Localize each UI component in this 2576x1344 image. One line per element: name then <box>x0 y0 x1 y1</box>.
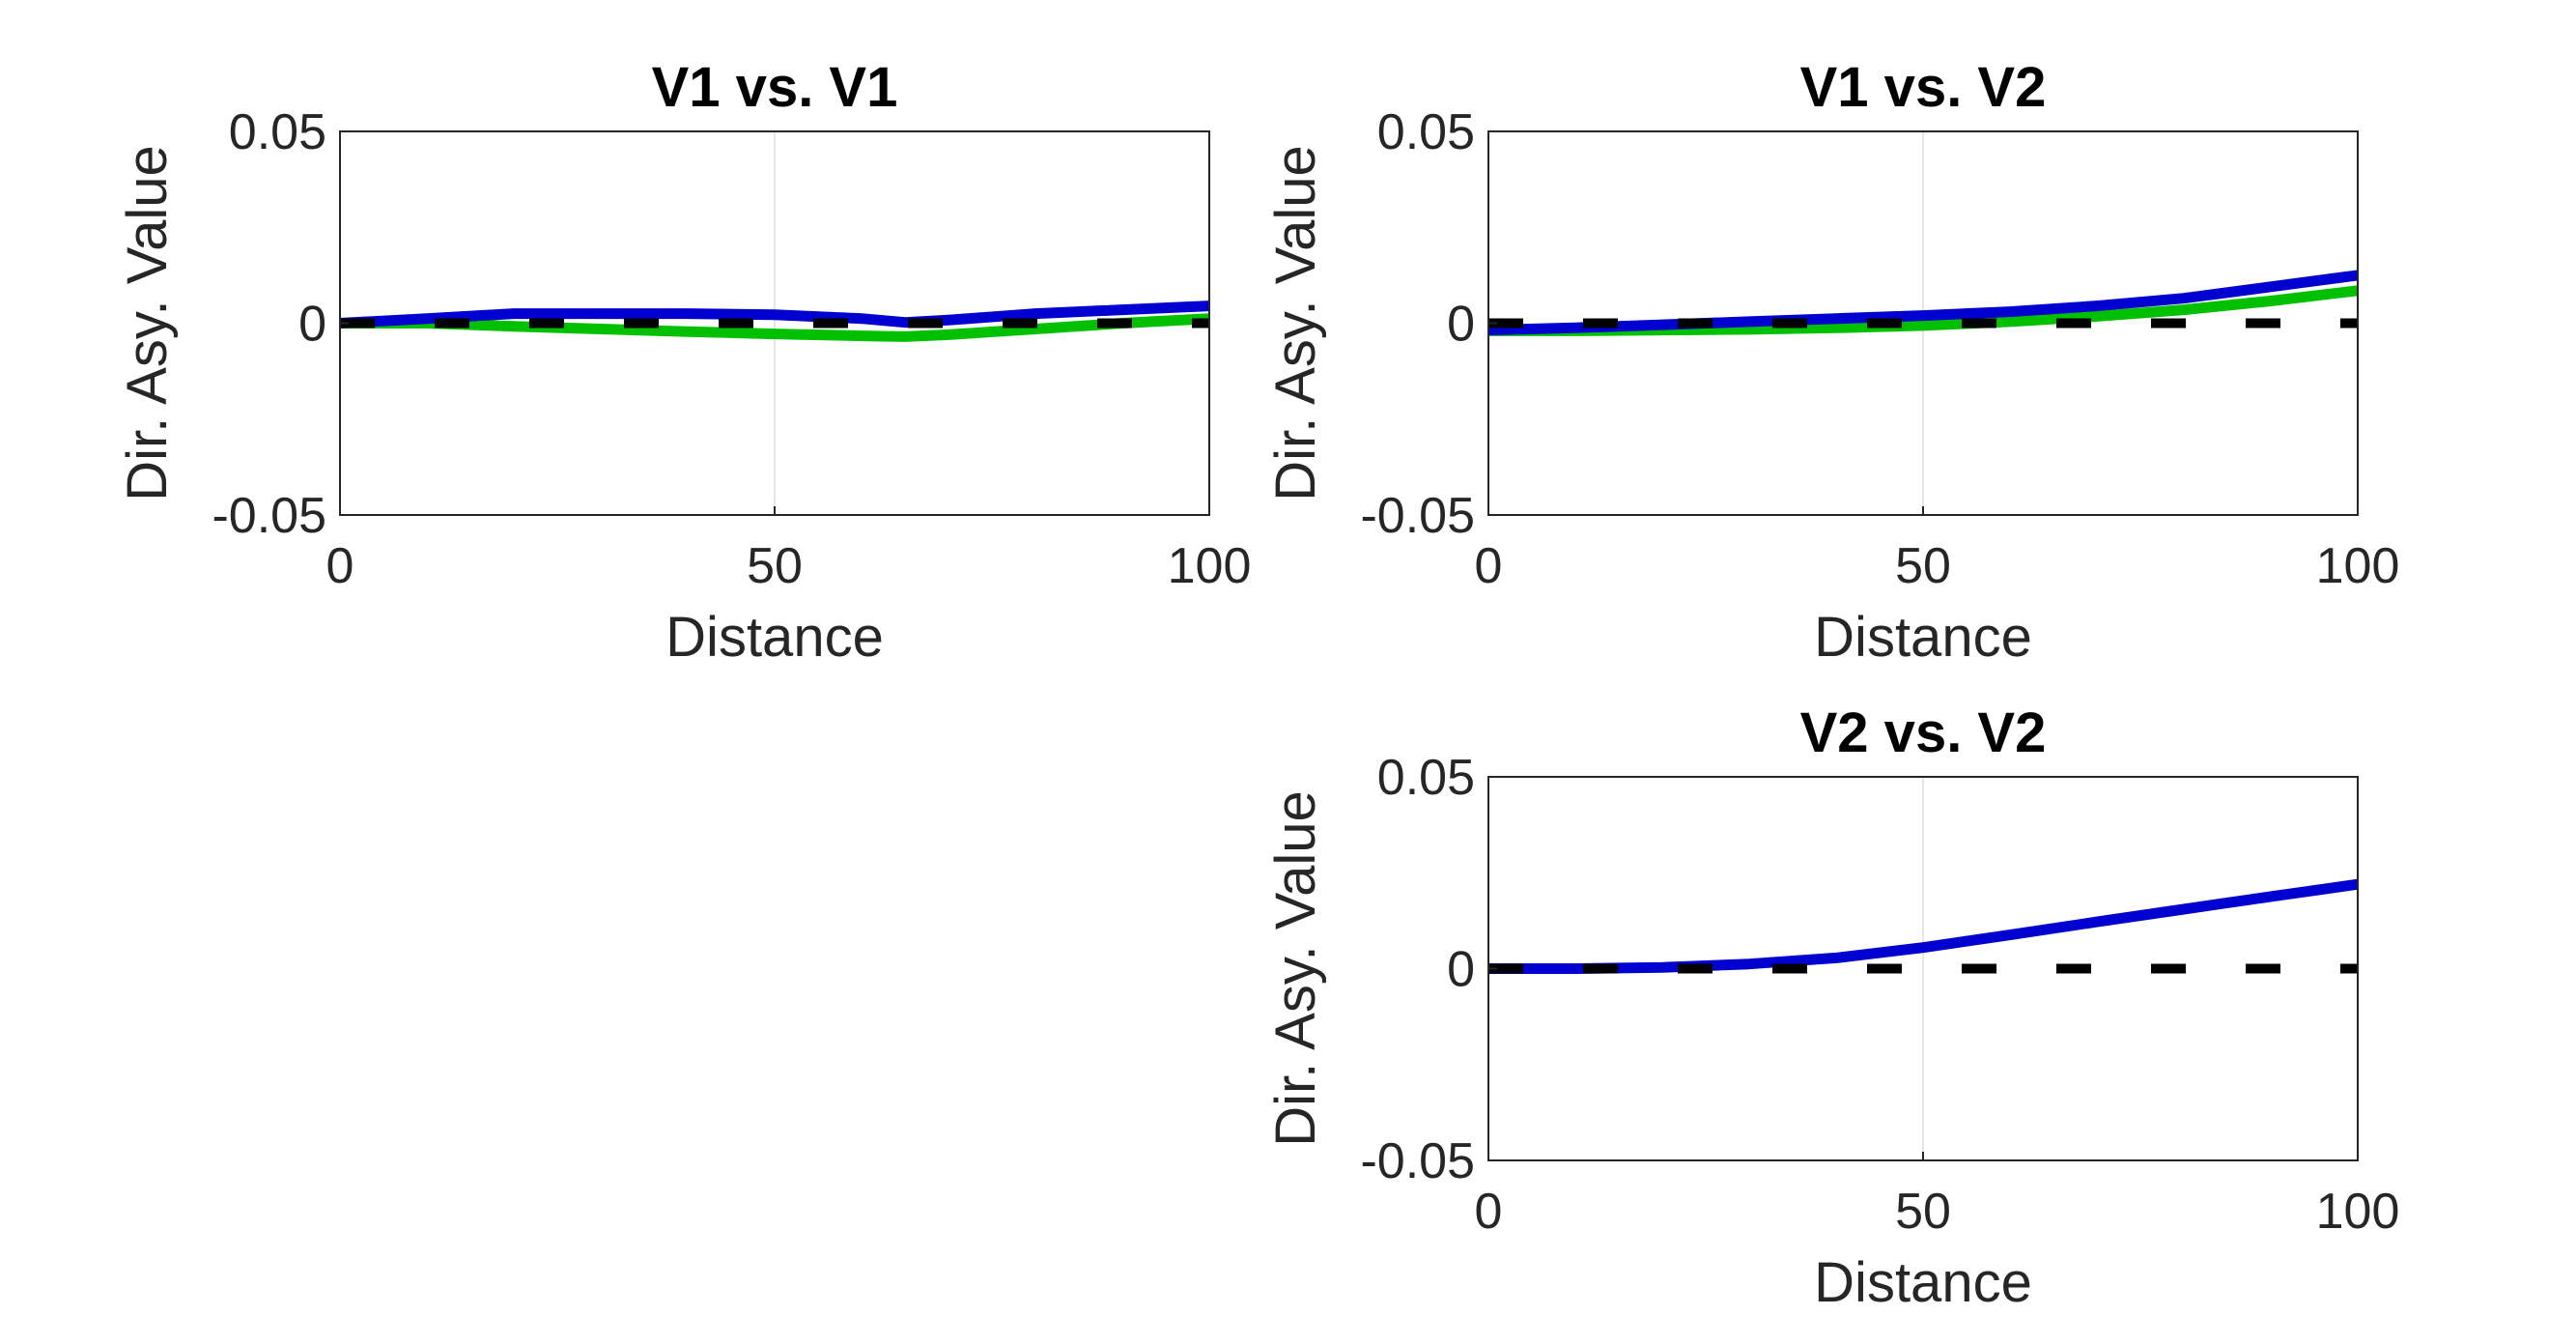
x-axis-label: Distance <box>1814 1251 2032 1314</box>
x-tick-label-right: 100 <box>2316 538 2400 594</box>
panel-title: V2 vs. V2 <box>1800 701 2047 764</box>
y-axis-label: Dir. Asy. Value <box>1264 790 1327 1147</box>
x-tick-label-mid: 50 <box>747 538 803 594</box>
y-tick-label-zero: 0 <box>1447 297 1475 353</box>
y-tick-label-bottom: -0.05 <box>1360 1133 1475 1189</box>
panel-title: V1 vs. V1 <box>652 56 898 119</box>
x-axis-label: Distance <box>1814 606 2032 669</box>
panel-v2-vs-v2: V2 vs. V2 0.05 0 -0.05 0 50 100 Distance… <box>1264 701 2399 1314</box>
x-tick-label-mid: 50 <box>1895 1184 1951 1240</box>
series-line <box>1487 270 2359 336</box>
y-tick-label-zero: 0 <box>1447 942 1475 998</box>
x-tick-label-mid: 50 <box>1895 538 1951 594</box>
y-tick-label-top: 0.05 <box>1377 750 1475 806</box>
y-tick-label-top: 0.05 <box>229 104 326 160</box>
x-tick-label-left: 0 <box>1475 538 1503 594</box>
panel-title: V1 vs. V2 <box>1800 56 2047 119</box>
x-tick-label-right: 100 <box>2316 1184 2400 1240</box>
y-axis-label: Dir. Asy. Value <box>116 145 179 501</box>
y-tick-label-bottom: -0.05 <box>212 488 326 544</box>
y-tick-label-bottom: -0.05 <box>1360 488 1475 544</box>
panel-v1-vs-v2: V1 vs. V2 0.05 0 -0.05 0 50 100 Distance… <box>1264 56 2399 669</box>
series-line <box>1488 878 2359 974</box>
x-tick-label-left: 0 <box>1475 1184 1503 1240</box>
panel-v1-vs-v1: V1 vs. V1 0.05 0 -0.05 0 50 100 Distance… <box>116 56 1251 669</box>
series-line <box>340 313 1210 342</box>
y-axis-label: Dir. Asy. Value <box>1264 145 1327 501</box>
x-tick-label-right: 100 <box>1168 538 1252 594</box>
y-tick-label-top: 0.05 <box>1377 104 1475 160</box>
series-line <box>339 300 1210 329</box>
x-tick-label-left: 0 <box>326 538 354 594</box>
y-tick-label-zero: 0 <box>298 297 326 353</box>
x-axis-label: Distance <box>665 606 884 669</box>
